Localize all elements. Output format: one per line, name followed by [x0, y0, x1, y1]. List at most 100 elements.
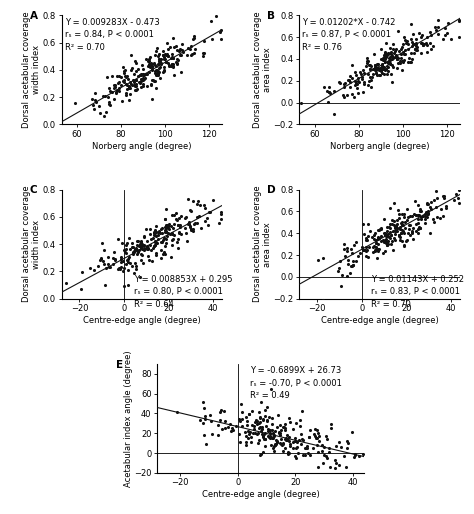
Point — [147, 81, 155, 89]
Point — [383, 241, 391, 249]
Point — [122, 245, 130, 253]
Point — [365, 243, 373, 251]
Point — [129, 243, 137, 251]
Point — [416, 224, 423, 232]
Point — [389, 246, 397, 254]
Point — [117, 72, 125, 81]
Point — [392, 47, 399, 56]
Point — [383, 238, 390, 247]
Point — [354, 89, 362, 97]
Point — [337, 443, 345, 451]
Point — [313, 440, 321, 449]
Point — [159, 68, 167, 76]
Point — [346, 78, 354, 86]
Point — [170, 43, 178, 51]
Point — [311, 432, 319, 440]
Point — [371, 246, 378, 254]
Point — [273, 437, 281, 446]
Point — [410, 40, 418, 48]
Point — [375, 234, 383, 242]
Point — [372, 236, 380, 244]
Point — [424, 210, 431, 218]
Point — [232, 422, 239, 430]
Point — [400, 210, 408, 218]
Point — [375, 66, 383, 75]
Point — [379, 63, 386, 71]
Point — [419, 212, 427, 221]
Point — [298, 408, 305, 416]
Point — [355, 77, 362, 85]
Point — [365, 219, 372, 228]
Point — [395, 224, 402, 232]
Point — [169, 235, 176, 244]
Point — [200, 37, 208, 45]
Point — [407, 58, 415, 66]
Point — [347, 245, 355, 253]
Point — [134, 237, 141, 245]
Point — [371, 63, 379, 71]
Point — [185, 221, 193, 229]
Point — [368, 62, 375, 70]
Point — [413, 46, 421, 54]
Point — [410, 49, 418, 57]
Point — [384, 240, 392, 248]
Point — [144, 252, 152, 261]
Point — [371, 242, 378, 250]
Point — [372, 243, 380, 251]
Point — [405, 225, 412, 233]
Point — [117, 253, 125, 262]
Point — [139, 82, 146, 90]
Point — [283, 435, 291, 444]
Point — [128, 80, 135, 88]
Point — [173, 55, 181, 63]
Point — [125, 281, 132, 289]
Point — [341, 83, 348, 91]
Point — [360, 68, 367, 77]
Point — [371, 61, 378, 69]
Point — [345, 76, 353, 84]
Point — [412, 210, 419, 218]
Point — [137, 83, 145, 91]
Point — [214, 431, 222, 439]
Point — [143, 245, 151, 253]
Point — [352, 256, 359, 265]
Point — [188, 51, 195, 60]
Point — [153, 69, 161, 78]
Point — [117, 255, 125, 263]
Point — [116, 84, 123, 93]
Point — [155, 50, 163, 59]
Point — [313, 434, 321, 442]
Point — [260, 435, 267, 444]
Point — [173, 45, 181, 53]
Point — [393, 52, 401, 61]
Point — [405, 222, 413, 230]
Point — [201, 204, 209, 212]
Point — [320, 83, 328, 91]
Point — [427, 203, 434, 211]
Point — [281, 424, 288, 432]
Point — [377, 232, 385, 240]
Point — [349, 261, 357, 269]
Point — [395, 47, 402, 56]
Point — [376, 225, 384, 233]
Point — [135, 78, 142, 86]
Point — [173, 408, 181, 416]
Point — [350, 453, 358, 461]
Point — [163, 240, 170, 248]
Point — [450, 196, 458, 204]
Point — [122, 260, 130, 268]
Point — [116, 264, 123, 272]
Point — [237, 400, 245, 409]
Point — [312, 434, 319, 442]
Point — [382, 65, 390, 74]
Point — [140, 241, 148, 249]
Point — [253, 419, 261, 428]
Point — [137, 244, 145, 252]
Point — [166, 230, 174, 238]
Point — [145, 245, 152, 253]
Point — [258, 449, 265, 457]
Point — [159, 47, 167, 56]
Point — [422, 210, 429, 218]
Point — [401, 213, 408, 221]
Point — [395, 232, 402, 241]
